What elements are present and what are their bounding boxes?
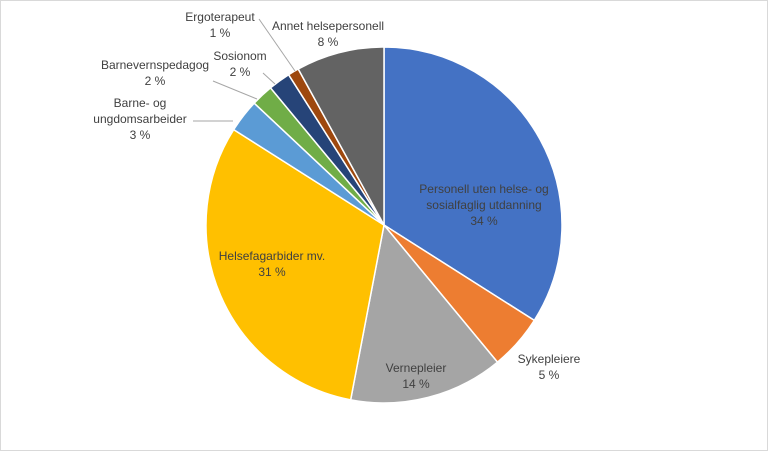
leader-line (212, 80, 258, 100)
value-label: 3 % (129, 128, 151, 142)
value-label: 14 % (402, 377, 430, 391)
value-label: 8 % (317, 35, 339, 49)
value-label: 2 % (144, 74, 166, 88)
value-label: 2 % (229, 65, 251, 79)
slice-label: Helsefagarbider mv. 31 % (202, 248, 342, 280)
slice-label: Sosionom 2 % (200, 48, 280, 80)
pie-slice (383, 46, 563, 322)
category-label: Sykepleiere (517, 352, 581, 366)
slice-label: Barne- og ungdomsarbeider 3 % (85, 95, 195, 143)
category-label: Personell uten helse- og sosialfaglig ut… (419, 182, 549, 212)
slice-label: Sykepleiere 5 % (504, 351, 594, 383)
category-label: Ergoterapeut (185, 10, 255, 24)
category-label: Barnevernspedagog (100, 58, 210, 72)
category-label: Barne- og ungdomsarbeider (93, 96, 187, 126)
category-label: Annet helsepersonell (271, 19, 385, 33)
category-label: Vernepleier (385, 361, 447, 375)
slice-label: Ergoterapeut 1 % (175, 9, 265, 41)
value-label: 31 % (258, 265, 286, 279)
leader-line (262, 72, 276, 85)
category-label: Sosionom (213, 49, 267, 63)
value-label: 1 % (209, 26, 231, 40)
slice-label: Personell uten helse- og sosialfaglig ut… (404, 181, 564, 229)
value-label: 34 % (470, 214, 498, 228)
slice-label: Barnevernspedagog 2 % (90, 57, 220, 89)
leader-line (258, 18, 296, 72)
pie-slice (297, 46, 385, 226)
slice-label: Vernepleier 14 % (371, 360, 461, 392)
category-label: Helsefagarbider mv. (218, 249, 326, 263)
slice-label: Annet helsepersonell 8 % (258, 18, 398, 50)
value-label: 5 % (538, 368, 560, 382)
pie-slice (349, 223, 499, 404)
